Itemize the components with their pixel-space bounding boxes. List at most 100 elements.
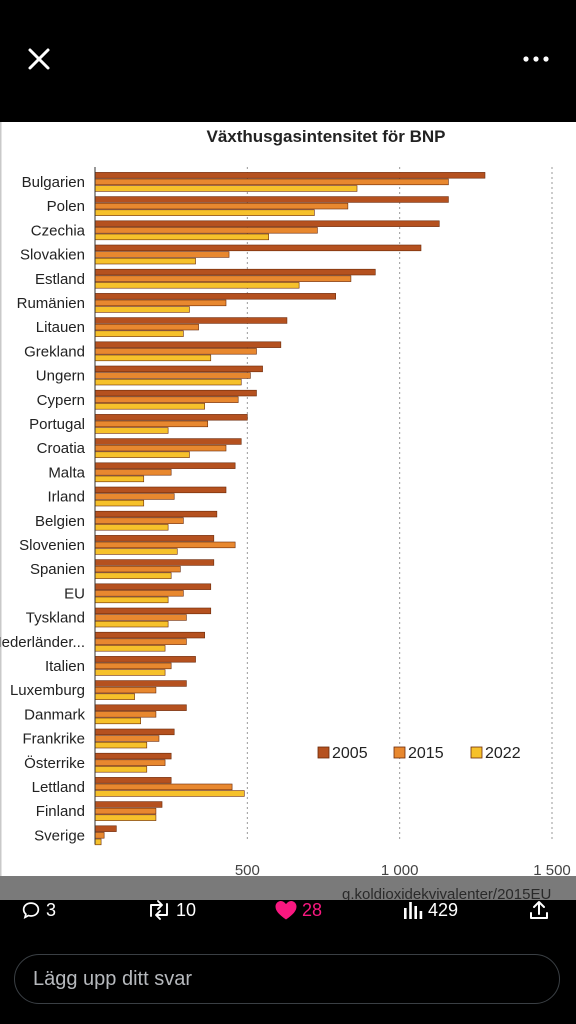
category-label: Croatia xyxy=(37,440,86,457)
bar xyxy=(94,693,135,700)
bars xyxy=(94,172,486,846)
grid-lines xyxy=(246,167,553,842)
bar xyxy=(94,517,184,524)
bar xyxy=(94,631,205,639)
bar xyxy=(94,614,187,621)
share-button[interactable] xyxy=(528,896,550,924)
bar xyxy=(94,389,257,397)
bar xyxy=(94,462,236,469)
bar xyxy=(94,717,142,725)
bar xyxy=(94,559,215,566)
close-button[interactable] xyxy=(24,44,54,74)
bar xyxy=(94,299,227,307)
legend-label: 2005 xyxy=(332,745,368,762)
bar xyxy=(94,209,315,216)
bar xyxy=(94,645,166,652)
bar xyxy=(94,759,166,766)
bar xyxy=(94,348,257,355)
category-label: Sverige xyxy=(34,827,85,844)
bar xyxy=(94,535,215,542)
bar xyxy=(94,752,172,760)
bar xyxy=(94,444,227,452)
top-bar xyxy=(0,0,576,122)
reply-button[interactable]: 3 xyxy=(20,896,56,924)
category-label: Spanien xyxy=(30,561,85,578)
legend-label: 2015 xyxy=(408,745,444,762)
views-count: 429 xyxy=(428,899,459,920)
views-icon xyxy=(404,902,423,919)
category-label: Cypern xyxy=(37,392,85,409)
repost-icon xyxy=(150,900,168,920)
like-icon xyxy=(275,901,297,920)
like-button[interactable]: 28 xyxy=(274,896,322,924)
bar xyxy=(94,420,209,428)
legend-swatch xyxy=(470,746,483,759)
x-tick-label: 500 xyxy=(235,862,260,879)
bar xyxy=(94,565,181,573)
bar xyxy=(94,620,169,628)
close-icon xyxy=(28,48,50,70)
reply-input[interactable]: Lägg upp ditt svar xyxy=(14,954,560,1004)
bar xyxy=(94,596,169,604)
bar xyxy=(94,704,187,711)
category-label: Italien xyxy=(45,658,85,675)
category-label: Österrike xyxy=(24,754,85,772)
legend-swatch xyxy=(317,746,330,759)
bar xyxy=(94,257,196,265)
category-label: Grekland xyxy=(24,343,85,360)
bar xyxy=(94,486,227,494)
category-label: Estland xyxy=(35,271,85,288)
repost-button[interactable]: 10 xyxy=(146,896,196,924)
bar xyxy=(94,244,422,252)
bar xyxy=(94,777,172,784)
bar xyxy=(94,572,172,579)
bar xyxy=(94,414,248,421)
bar xyxy=(94,306,190,313)
bar xyxy=(94,548,178,555)
category-label: Irland xyxy=(47,489,85,506)
category-label: Czechia xyxy=(31,222,86,239)
bar xyxy=(94,838,102,846)
bar xyxy=(94,499,145,507)
bar xyxy=(94,172,486,179)
bar xyxy=(94,427,169,434)
action-bar: 3 10 28 429 xyxy=(0,896,576,928)
legend: 2005 2015 2022 xyxy=(317,745,521,762)
bar xyxy=(94,728,175,736)
category-label: Finland xyxy=(36,803,85,820)
bar xyxy=(94,735,160,742)
bar xyxy=(94,541,236,549)
bar xyxy=(94,365,263,373)
category-label: EU xyxy=(64,585,85,602)
views-button[interactable]: 429 xyxy=(402,896,458,924)
footer-strip xyxy=(0,876,576,900)
share-icon xyxy=(530,901,548,919)
bar xyxy=(94,178,449,186)
bar xyxy=(94,801,163,808)
bar xyxy=(94,510,218,518)
more-options-button[interactable] xyxy=(518,44,554,74)
bar xyxy=(94,638,187,645)
legend-swatch xyxy=(393,746,406,759)
bar xyxy=(94,438,242,445)
category-label: Slovakien xyxy=(20,247,85,264)
category-label: Frankrike xyxy=(22,731,85,748)
bar xyxy=(94,493,175,500)
category-label: Ungern xyxy=(36,368,85,385)
more-icon xyxy=(523,56,549,62)
bar xyxy=(94,607,212,615)
category-label: Tyskland xyxy=(26,610,85,627)
bar xyxy=(94,396,239,403)
bar xyxy=(94,202,349,210)
bar xyxy=(94,282,300,289)
bar xyxy=(94,275,352,282)
bar xyxy=(94,372,251,379)
bar xyxy=(94,403,205,410)
bar xyxy=(94,378,242,386)
bar xyxy=(94,790,245,797)
bar xyxy=(94,814,157,821)
bar xyxy=(94,783,233,791)
bar xyxy=(94,590,184,597)
reply-placeholder: Lägg upp ditt svar xyxy=(33,968,192,990)
chart-title: Växthusgasintensitet för BNP xyxy=(207,127,446,146)
